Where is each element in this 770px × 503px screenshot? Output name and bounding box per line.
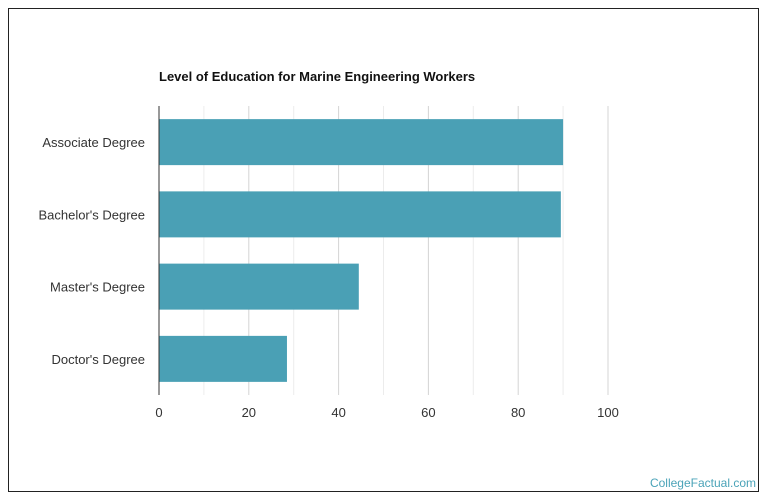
bar[interactable]	[159, 191, 561, 238]
category-label: Bachelor's Degree	[38, 207, 145, 222]
x-tick-label: 0	[155, 405, 162, 420]
category-labels: Associate Degree Bachelor's Degree Master'…	[38, 135, 145, 367]
x-tick-label: 80	[511, 405, 525, 420]
watermark-link[interactable]: CollegeFactual.com	[649, 476, 756, 490]
bar[interactable]	[159, 119, 564, 166]
bar[interactable]	[159, 335, 287, 382]
x-tick-label: 20	[242, 405, 256, 420]
bars	[159, 119, 564, 382]
chart-title: Level of Education for Marine Engineerin…	[159, 69, 475, 84]
category-label: Master's Degree	[50, 280, 145, 295]
x-tick-label: 100	[597, 405, 619, 420]
x-tick-label: 60	[421, 405, 435, 420]
x-tick-labels: 0 20 40 60 80 100	[155, 405, 618, 420]
category-label: Doctor's Degree	[51, 352, 145, 367]
bar[interactable]	[159, 263, 359, 310]
category-label: Associate Degree	[42, 135, 145, 150]
x-tick-label: 40	[331, 405, 345, 420]
